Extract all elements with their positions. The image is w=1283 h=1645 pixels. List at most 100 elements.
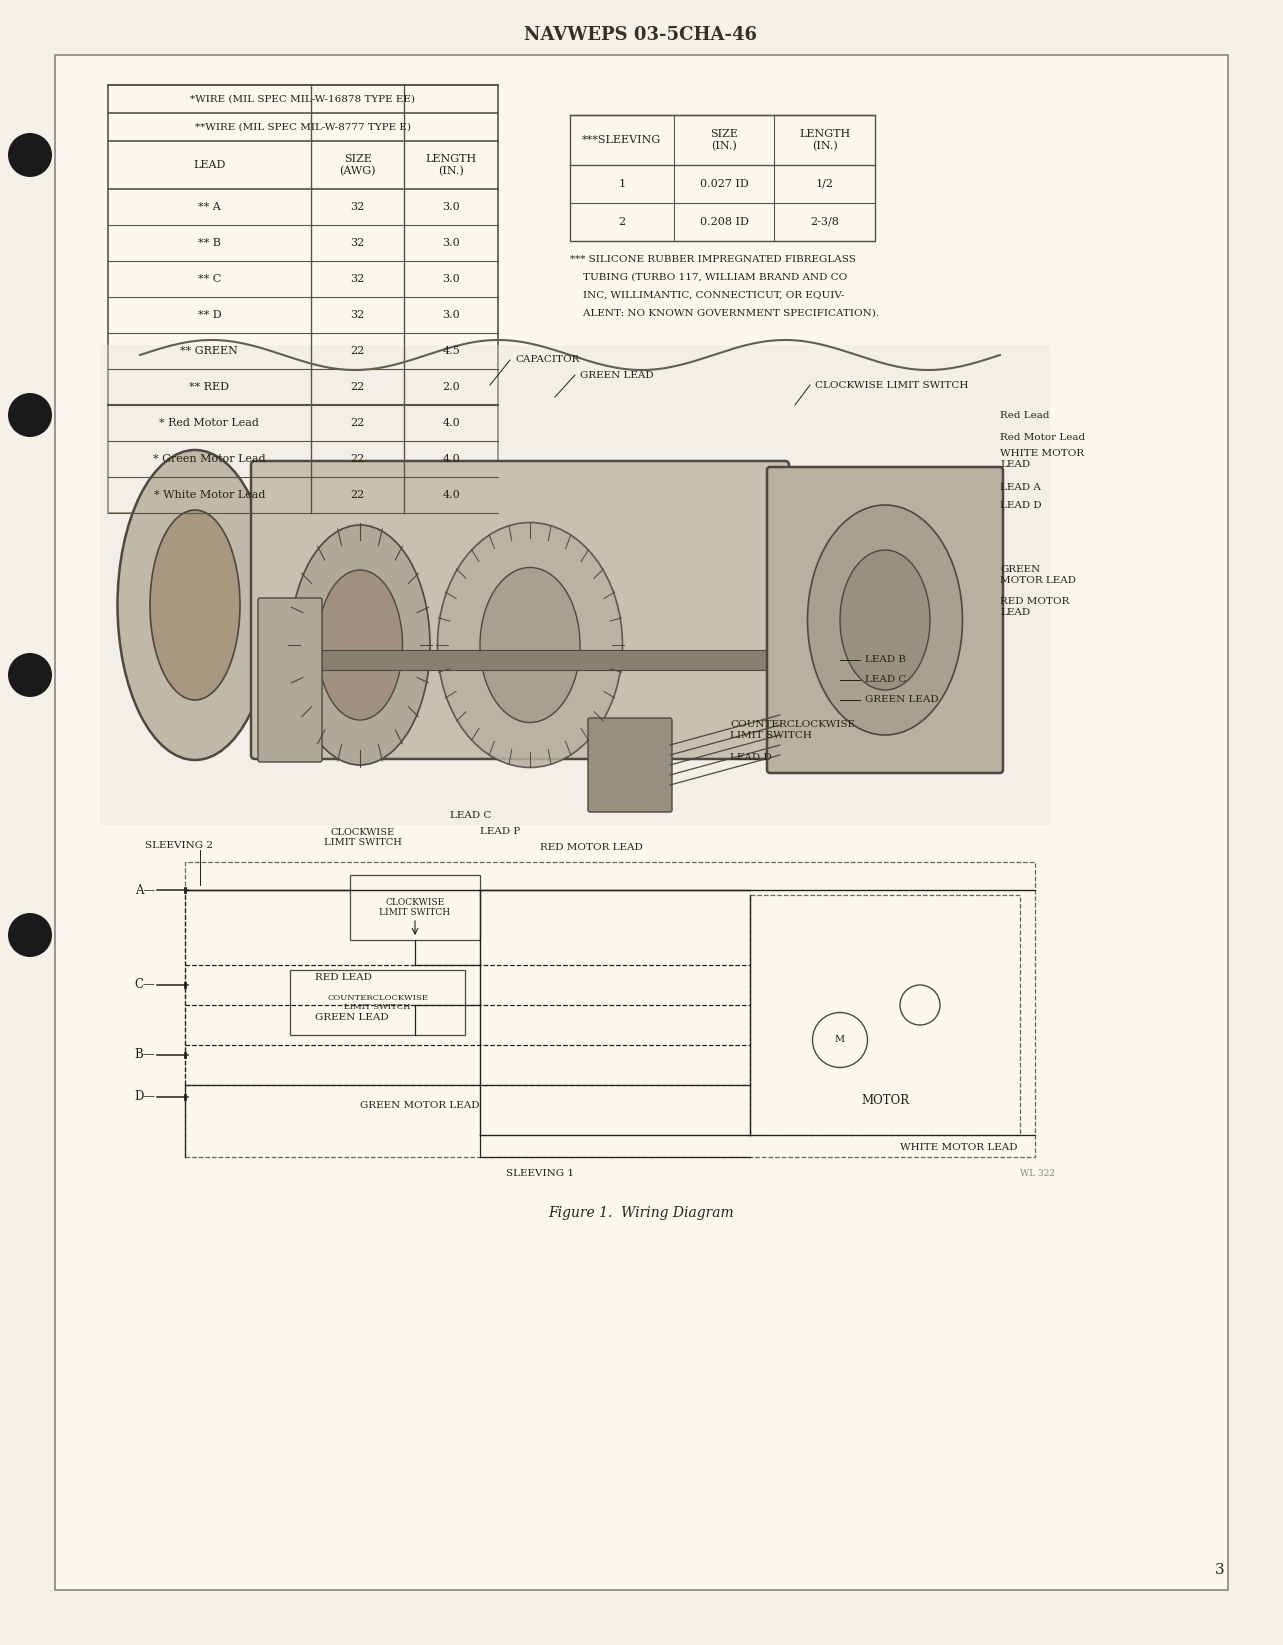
Text: M: M bbox=[835, 1035, 845, 1045]
Text: RED MOTOR LEAD: RED MOTOR LEAD bbox=[540, 842, 643, 852]
Text: SIZE
(IN.): SIZE (IN.) bbox=[709, 128, 738, 151]
Text: 3.0: 3.0 bbox=[443, 309, 461, 321]
Text: MOTOR: MOTOR bbox=[861, 1094, 910, 1107]
Text: CLOCKWISE
LIMIT SWITCH: CLOCKWISE LIMIT SWITCH bbox=[325, 827, 402, 847]
Bar bbox=[185, 862, 1035, 1156]
Text: LEAD C: LEAD C bbox=[865, 676, 906, 684]
Text: SLEEVING 2: SLEEVING 2 bbox=[145, 841, 213, 849]
Text: 1: 1 bbox=[618, 179, 625, 189]
Text: 0.208 ID: 0.208 ID bbox=[699, 217, 748, 227]
Text: 32: 32 bbox=[350, 275, 364, 285]
Text: 32: 32 bbox=[350, 239, 364, 248]
Text: RED LEAD: RED LEAD bbox=[316, 972, 372, 982]
Text: 4.0: 4.0 bbox=[443, 454, 461, 464]
Text: 3.0: 3.0 bbox=[443, 202, 461, 212]
Bar bbox=[290, 971, 464, 1035]
Bar bbox=[108, 86, 498, 513]
Text: LEAD D: LEAD D bbox=[730, 753, 771, 763]
Text: 32: 32 bbox=[350, 202, 364, 212]
Text: ** RED: ** RED bbox=[190, 382, 230, 392]
Ellipse shape bbox=[480, 568, 580, 722]
Bar bbox=[350, 875, 480, 939]
Text: C—: C— bbox=[135, 979, 155, 992]
Text: D—: D— bbox=[133, 1091, 155, 1104]
Text: COUNTERCLOCKWISE
LIMIT SWITCH: COUNTERCLOCKWISE LIMIT SWITCH bbox=[730, 721, 854, 740]
Bar bbox=[260, 650, 770, 670]
Text: 3.0: 3.0 bbox=[443, 239, 461, 248]
Text: 22: 22 bbox=[350, 454, 364, 464]
Text: 4.5: 4.5 bbox=[443, 345, 461, 355]
Bar bbox=[751, 895, 1020, 1135]
Text: CLOCKWISE LIMIT SWITCH: CLOCKWISE LIMIT SWITCH bbox=[815, 380, 969, 390]
Text: 32: 32 bbox=[350, 309, 364, 321]
Text: Red Lead: Red Lead bbox=[999, 411, 1049, 419]
Text: LENGTH
(IN.): LENGTH (IN.) bbox=[799, 128, 851, 151]
Circle shape bbox=[8, 393, 53, 438]
Text: ** B: ** B bbox=[198, 239, 221, 248]
Text: Figure 1.  Wiring Diagram: Figure 1. Wiring Diagram bbox=[548, 1206, 734, 1221]
Text: SIZE
(AWG): SIZE (AWG) bbox=[339, 155, 376, 176]
Text: 4.0: 4.0 bbox=[443, 490, 461, 500]
Text: NAVWEPS 03-5CHA-46: NAVWEPS 03-5CHA-46 bbox=[525, 26, 757, 44]
Text: *WIRE (MIL SPEC MIL-W-16878 TYPE EE): *WIRE (MIL SPEC MIL-W-16878 TYPE EE) bbox=[190, 94, 416, 104]
Text: 1/2: 1/2 bbox=[816, 179, 834, 189]
Text: Red Motor Lead: Red Motor Lead bbox=[999, 433, 1085, 441]
Text: 0.027 ID: 0.027 ID bbox=[699, 179, 748, 189]
Text: GREEN LEAD: GREEN LEAD bbox=[580, 370, 653, 380]
Ellipse shape bbox=[438, 523, 622, 768]
Text: 3.0: 3.0 bbox=[443, 275, 461, 285]
Text: GREEN MOTOR LEAD: GREEN MOTOR LEAD bbox=[361, 1101, 480, 1109]
Ellipse shape bbox=[290, 525, 430, 765]
Text: SLEEVING 1: SLEEVING 1 bbox=[506, 1168, 574, 1178]
Text: ** D: ** D bbox=[198, 309, 221, 321]
Bar bbox=[100, 345, 1049, 826]
Ellipse shape bbox=[118, 451, 272, 760]
Text: LEAD C: LEAD C bbox=[450, 811, 491, 819]
Ellipse shape bbox=[807, 505, 962, 735]
Text: 2: 2 bbox=[618, 217, 625, 227]
Ellipse shape bbox=[840, 549, 930, 689]
Text: 22: 22 bbox=[350, 490, 364, 500]
Text: ALENT: NO KNOWN GOVERNMENT SPECIFICATION).: ALENT: NO KNOWN GOVERNMENT SPECIFICATION… bbox=[570, 309, 879, 317]
Text: LEAD P: LEAD P bbox=[480, 827, 520, 837]
Text: ** GREEN: ** GREEN bbox=[181, 345, 239, 355]
Text: 4.0: 4.0 bbox=[443, 418, 461, 428]
Text: *** SILICONE RUBBER IMPREGNATED FIBREGLASS: *** SILICONE RUBBER IMPREGNATED FIBREGLA… bbox=[570, 255, 856, 263]
FancyBboxPatch shape bbox=[251, 461, 789, 758]
Text: 22: 22 bbox=[350, 382, 364, 392]
FancyBboxPatch shape bbox=[258, 599, 322, 762]
Text: TUBING (TURBO 117, WILLIAM BRAND AND CO: TUBING (TURBO 117, WILLIAM BRAND AND CO bbox=[570, 273, 847, 281]
Circle shape bbox=[8, 133, 53, 178]
Text: LEAD D: LEAD D bbox=[999, 500, 1042, 510]
Text: ** A: ** A bbox=[198, 202, 221, 212]
Text: LEAD: LEAD bbox=[194, 160, 226, 169]
Bar bbox=[570, 115, 875, 242]
Text: **WIRE (MIL SPEC MIL-W-8777 TYPE E): **WIRE (MIL SPEC MIL-W-8777 TYPE E) bbox=[195, 122, 411, 132]
Text: A—: A— bbox=[135, 883, 155, 897]
Ellipse shape bbox=[317, 571, 403, 721]
FancyBboxPatch shape bbox=[588, 717, 672, 813]
Text: CAPACITOR: CAPACITOR bbox=[514, 355, 580, 365]
Text: 2-3/8: 2-3/8 bbox=[811, 217, 839, 227]
Text: LEAD A: LEAD A bbox=[999, 482, 1041, 492]
Circle shape bbox=[8, 653, 53, 697]
Text: WHITE MOTOR
LEAD: WHITE MOTOR LEAD bbox=[999, 449, 1084, 469]
Text: GREEN LEAD: GREEN LEAD bbox=[316, 1013, 389, 1023]
FancyBboxPatch shape bbox=[55, 54, 1228, 1591]
Text: 22: 22 bbox=[350, 345, 364, 355]
Text: 22: 22 bbox=[350, 418, 364, 428]
Text: 3: 3 bbox=[1215, 1563, 1225, 1578]
Ellipse shape bbox=[150, 510, 240, 701]
Text: WHITE MOTOR LEAD: WHITE MOTOR LEAD bbox=[899, 1143, 1017, 1153]
Text: CLOCKWISE
LIMIT SWITCH: CLOCKWISE LIMIT SWITCH bbox=[380, 898, 450, 918]
Text: COUNTERCLOCKWISE
LIMIT SWITCH: COUNTERCLOCKWISE LIMIT SWITCH bbox=[327, 994, 429, 1012]
Text: ***SLEEVING: ***SLEEVING bbox=[582, 135, 662, 145]
Text: 2.0: 2.0 bbox=[443, 382, 461, 392]
Text: LEAD B: LEAD B bbox=[865, 655, 906, 665]
Text: GREEN LEAD: GREEN LEAD bbox=[865, 696, 939, 704]
Text: LENGTH
(IN.): LENGTH (IN.) bbox=[426, 155, 477, 176]
Text: * Green Motor Lead: * Green Motor Lead bbox=[153, 454, 266, 464]
Text: GREEN
MOTOR LEAD: GREEN MOTOR LEAD bbox=[999, 566, 1076, 584]
Text: WL 322: WL 322 bbox=[1020, 1168, 1055, 1178]
Circle shape bbox=[8, 913, 53, 957]
